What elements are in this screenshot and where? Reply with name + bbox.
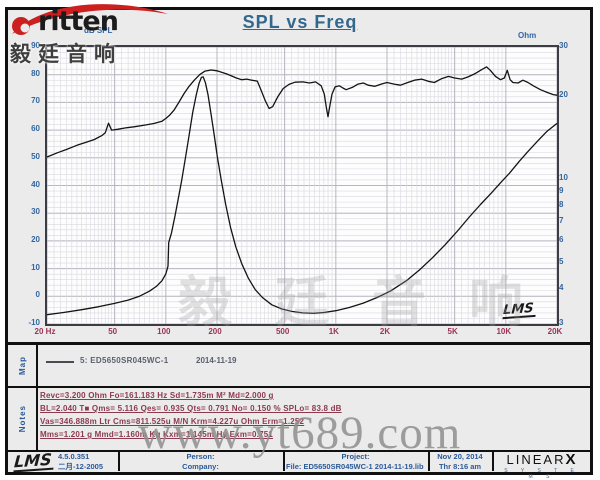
spl-curve <box>47 66 557 158</box>
lms-logo-footer: LMS <box>13 449 55 473</box>
x-tick: 500 <box>275 327 290 336</box>
y-left-tick: 70 <box>31 96 40 106</box>
logo-swoosh-icon <box>12 4 168 35</box>
page-title: SPL vs Freq <box>242 12 358 32</box>
map-label-text: Map <box>17 356 27 375</box>
y-right-tick: 20 <box>559 89 568 99</box>
watermark-url: www.yt689.com <box>138 407 462 459</box>
y-left-tick: 80 <box>31 68 40 78</box>
report-time: Thr 8:16 am <box>438 462 482 471</box>
legend-line-swatch <box>46 361 74 363</box>
notes-label-text: Notes <box>17 405 27 433</box>
notes-section-label: Notes <box>8 388 38 450</box>
x-tick: 100 <box>157 327 171 336</box>
x-tick: 1K <box>328 327 339 336</box>
y-right-tick: 9 <box>559 185 564 195</box>
y-left-tick: -10 <box>28 318 40 327</box>
y-right-axis-caption: Ohm <box>518 31 537 40</box>
app-version: 4.5.0.351 <box>58 452 90 461</box>
watermark-cjk: 毅 廷 音 响 <box>178 273 538 333</box>
y-right-tick: 6 <box>559 234 564 244</box>
file-name: File: ED5650SR045WC-1 2014-11-19.lib <box>286 462 424 471</box>
y-left-tick: 20 <box>31 234 40 244</box>
y-left-axis-caption: dB SPL <box>84 26 113 35</box>
y-left-tick: 0 <box>35 290 40 300</box>
report-date: Nov 20, 2014 <box>437 452 483 461</box>
y-left-tick: 50 <box>31 151 40 161</box>
x-tick: 200 <box>208 327 222 336</box>
x-tick: 10K <box>496 327 512 336</box>
y-right-tick: 7 <box>559 216 564 226</box>
x-tick: 20 Hz <box>34 327 56 336</box>
y-right-tick: 10 <box>559 173 568 183</box>
legend-curve-date: 2014-11-19 <box>196 356 237 365</box>
x-tick: 5K <box>447 327 458 336</box>
brand-logo-cjk: 毅廷音响 <box>10 43 122 66</box>
separator-map-notes <box>5 386 593 388</box>
y-left-tick: 30 <box>31 207 40 217</box>
footer-divider-3 <box>428 450 430 471</box>
company-label: Company: <box>182 462 219 471</box>
y-left-tick: 60 <box>31 124 40 134</box>
x-tick: 20K <box>547 327 563 336</box>
y-right-tick: 30 <box>559 41 568 50</box>
app-version-date: 二月-12-2005 <box>58 462 104 471</box>
footer-divider-2 <box>283 450 285 471</box>
notes-line-2: BL=2.040 T■ Qms= 5.116 Qes= 0.935 Qts= 0… <box>40 404 342 413</box>
y-right-tick: 3 <box>559 318 564 327</box>
impedance-curve <box>47 76 557 316</box>
y-right-tick: 5 <box>559 256 564 266</box>
separator-notes-footer <box>5 450 593 452</box>
y-left-tick: 40 <box>31 179 40 189</box>
brand-logo: ritten 毅廷音响 <box>8 0 188 70</box>
footer-divider-4 <box>492 450 494 471</box>
chart-canvas <box>47 47 557 324</box>
y-right-tick: 4 <box>559 283 564 293</box>
notes-line-3: Vas=346.888m Ltr Cms=811.525u M/N Krm=4.… <box>40 417 305 426</box>
spl-vs-freq-plot <box>45 45 559 326</box>
map-section-label: Map <box>8 345 38 386</box>
legend-curve-name: 5: ED5650SR045WC-1 <box>80 356 169 365</box>
x-tick: 50 <box>108 327 118 336</box>
project-label: Project: <box>341 452 370 461</box>
separator-chart-map <box>5 342 593 345</box>
linearx-logo-sub: S Y S T E M S <box>504 468 580 480</box>
linearx-logo: LINEARX S Y S T E M S <box>496 451 588 480</box>
y-left-tick: 90 <box>31 41 40 50</box>
notes-line-4: Mms=1.201 g Mmd=1.160m Kg Kxm=1.145m Hy … <box>40 430 274 439</box>
brand-logo-text: ritten <box>38 6 119 37</box>
y-right-tick: 8 <box>559 200 564 209</box>
x-tick: 2K <box>379 327 391 336</box>
footer-divider-1 <box>118 450 120 471</box>
notes-line-1: Revc=3.200 Ohm Fo=161.183 Hz Sd=1.735m M… <box>40 391 274 400</box>
linearx-logo-main: LINEARX <box>506 451 578 468</box>
y-left-tick: 10 <box>31 262 40 272</box>
person-label: Person: <box>186 452 215 461</box>
